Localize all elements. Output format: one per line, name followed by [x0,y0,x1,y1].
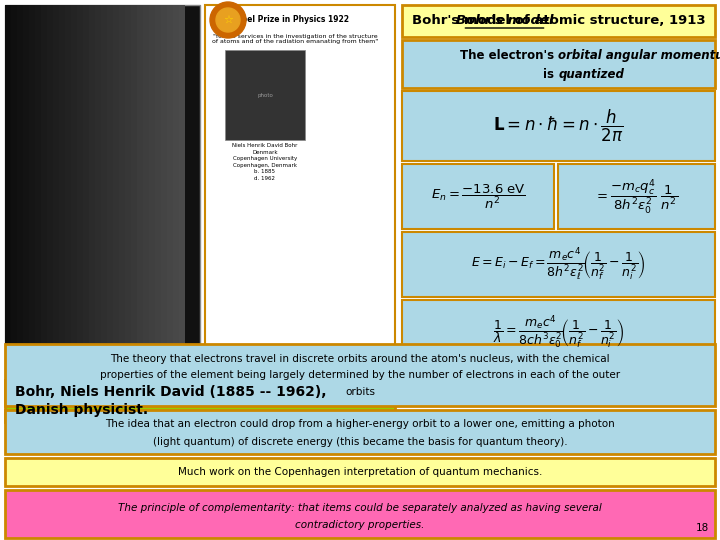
Circle shape [210,2,246,38]
Bar [11,5,17,380]
Text: The principle of complementarity: that items could be separately analyzed as hav: The principle of complementarity: that i… [118,503,602,513]
Text: The electron's: The electron's [460,49,559,62]
Text: $\mathbf{L} = n \cdot \hbar = n \cdot \dfrac{h}{2\pi}$: $\mathbf{L} = n \cdot \hbar = n \cdot \d… [493,108,624,144]
Bar [179,5,185,380]
Text: 18: 18 [696,523,709,533]
Text: Bohr's model of atomic structure, 1913: Bohr's model of atomic structure, 1913 [412,15,706,28]
Bar [173,5,179,380]
Bar [5,458,715,486]
Bar [23,5,29,380]
Bar [53,5,59,380]
Bar [161,5,167,380]
Circle shape [216,8,240,32]
Bar [59,5,65,380]
Bar [205,5,395,375]
Bar [402,5,715,37]
Bar [113,5,119,380]
Bar [137,5,143,380]
Bar [402,300,715,365]
Bar [167,5,173,380]
Text: photo: photo [257,92,273,98]
Bar [71,5,77,380]
Bar [558,164,715,229]
Text: $E = E_i - E_f = \dfrac{m_e c^4}{8h^2\epsilon_\ell^2}\!\left(\dfrac{1}{n_f^2} - : $E = E_i - E_f = \dfrac{m_e c^4}{8h^2\ep… [471,246,646,284]
Bar [29,5,35,380]
Text: $E_n = \dfrac{-13.6\ \mathrm{eV}}{n^2}$: $E_n = \dfrac{-13.6\ \mathrm{eV}}{n^2}$ [431,183,526,211]
Text: The idea that an electron could drop from a higher-energy orbit to a lower one, : The idea that an electron could drop fro… [105,419,615,429]
Text: $\dfrac{1}{\lambda} = \dfrac{m_e c^4}{8ch^3\epsilon_0^2}\!\left(\dfrac{1}{n_f^2}: $\dfrac{1}{\lambda} = \dfrac{m_e c^4}{8c… [493,314,624,351]
Text: properties of the element being largely determined by the number of electrons in: properties of the element being largely … [100,370,620,380]
Bar [402,232,715,297]
Bar [17,5,23,380]
Text: (light quantum) of discrete energy (this became the basis for quantum theory).: (light quantum) of discrete energy (this… [153,437,567,447]
Text: Danish physicist.: Danish physicist. [15,403,148,417]
Text: ☆: ☆ [223,15,233,25]
Bar [65,5,71,380]
Bar [77,5,83,380]
Text: quantized: quantized [559,68,624,81]
Bar [125,5,131,380]
Text: The Nobel Prize in Physics 1922: The Nobel Prize in Physics 1922 [211,15,349,24]
Text: Much work on the Copenhagen interpretation of quantum mechanics.: Much work on the Copenhagen interpretati… [178,467,542,477]
Bar [5,410,715,454]
Bar [47,5,53,380]
Bar [5,344,715,406]
Bar [402,91,715,161]
Bar [402,40,715,88]
Bar [131,5,137,380]
Text: Bohr's model: Bohr's model [456,15,553,28]
Bar [402,164,554,229]
Text: Niels Henrik David Bohr
Denmark
Copenhagen University
Copenhagen, Denmark
b. 188: Niels Henrik David Bohr Denmark Copenhag… [233,143,297,181]
Text: The theory that electrons travel in discrete orbits around the atom's nucleus, w: The theory that electrons travel in disc… [110,354,610,364]
Bar [107,5,113,380]
Bar [119,5,125,380]
Text: contradictory properties.: contradictory properties. [295,519,425,530]
Text: is: is [544,68,559,81]
Text: "for his services in the investigation of the structure
of atoms and of the radi: "for his services in the investigation o… [212,33,378,44]
Bar [143,5,149,380]
Bar [155,5,161,380]
Bar [83,5,89,380]
Bar [5,5,200,380]
Text: orbital angular momentum: orbital angular momentum [559,49,720,62]
Bar [5,490,715,538]
Text: $= \dfrac{-m_c q_c^4}{8h^2\epsilon_0^2}\ \dfrac{1}{n^2}$: $= \dfrac{-m_c q_c^4}{8h^2\epsilon_0^2}\… [594,177,678,216]
Text: orbits: orbits [345,387,375,397]
Text: orbital angular momentum: orbital angular momentum [560,56,720,69]
Text: Bohr, Niels Henrik David (1885 -- 1962),: Bohr, Niels Henrik David (1885 -- 1962), [15,385,326,399]
Bar [89,5,95,380]
Bar [35,5,41,380]
Bar [149,5,155,380]
Bar [101,5,107,380]
Bar [95,5,101,380]
Bar [225,50,305,140]
Bar [5,5,11,380]
Bar [41,5,47,380]
Bar [5,380,395,422]
